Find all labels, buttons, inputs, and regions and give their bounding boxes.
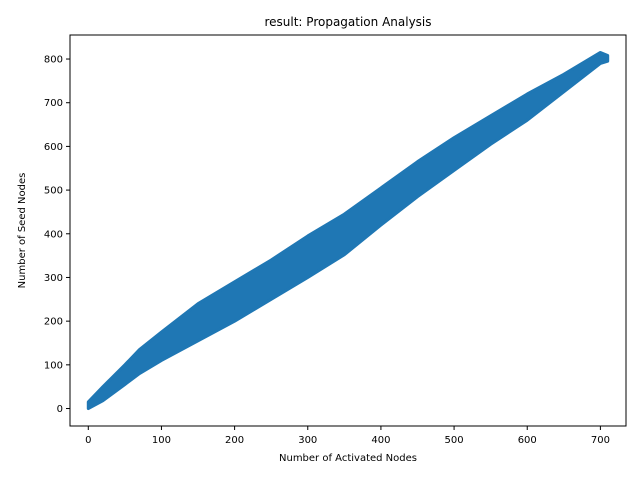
y-tick-label: 100 xyxy=(44,360,63,371)
y-tick-label: 300 xyxy=(44,273,63,284)
x-tick-label: 300 xyxy=(298,435,317,446)
plot-frame xyxy=(69,34,627,427)
x-tick-label: 0 xyxy=(85,435,91,446)
plot-area xyxy=(86,50,610,411)
y-tick-label: 200 xyxy=(44,317,63,328)
y-tick-label: 0 xyxy=(57,404,63,415)
axis-ticks: 0 100 200 300 400 500 600 700 0 100 200 300 400 500 60… xyxy=(44,55,610,446)
chart-title: result: Propagation Analysis xyxy=(264,15,431,29)
x-tick-label: 700 xyxy=(591,435,610,446)
series-band xyxy=(86,50,610,411)
y-tick-label: 500 xyxy=(44,186,63,197)
y-tick-label: 700 xyxy=(44,98,63,109)
y-axis-label: Number of Seed Nodes xyxy=(17,173,28,289)
x-axis-label: Number of Activated Nodes xyxy=(279,453,417,464)
x-tick-label: 400 xyxy=(371,435,390,446)
x-tick-label: 100 xyxy=(152,435,171,446)
y-tick-label: 600 xyxy=(44,142,63,153)
x-tick-label: 600 xyxy=(518,435,537,446)
x-tick-label: 500 xyxy=(445,435,464,446)
x-tick-label: 200 xyxy=(225,435,244,446)
y-tick-label: 400 xyxy=(44,229,63,240)
y-tick-label: 800 xyxy=(44,55,63,66)
